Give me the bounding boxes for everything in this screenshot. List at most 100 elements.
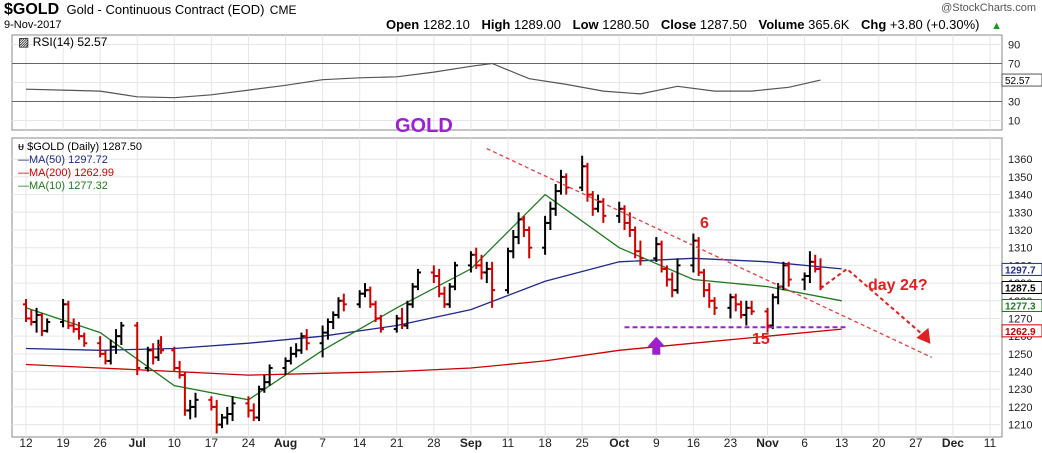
support-arrow-icon xyxy=(647,336,666,355)
ohlc-bar xyxy=(785,261,792,287)
volume-label: Volume xyxy=(758,17,805,32)
ohlc-bar xyxy=(266,364,273,386)
high-value: 1289.00 xyxy=(514,17,561,32)
rsi-legend-label: RSI(14) 52.57 xyxy=(32,35,108,49)
ohlc-bar xyxy=(600,198,607,223)
x-tick-label: Oct xyxy=(609,436,629,450)
price-y-tick-label: 1250 xyxy=(1008,349,1032,361)
ohlc-bar xyxy=(563,173,570,195)
exchange: CME xyxy=(269,3,297,17)
rsi-value-tag-text: 52.57 xyxy=(1005,76,1030,87)
x-tick-label: 27 xyxy=(909,436,923,450)
rsi-legend: ▨ RSI(14) 52.57 xyxy=(18,36,107,49)
legend-ma50-label: MA(50) 1297.72 xyxy=(29,154,108,166)
x-tick-label: 10 xyxy=(168,436,182,450)
x-tick-label: 11 xyxy=(502,436,515,450)
ohlc-bar xyxy=(192,392,199,418)
rsi-legend-icon: ▨ xyxy=(18,35,30,49)
x-tick-label: Sep xyxy=(460,436,482,450)
close-label: Close xyxy=(660,17,697,32)
price-y-tick-label: 1350 xyxy=(1008,172,1032,184)
legend-price-label: $GOLD (Daily) 1287.50 xyxy=(27,141,143,153)
legend-price: ᵾ $GOLD (Daily) 1287.50 xyxy=(18,141,142,154)
price-legend: ᵾ $GOLD (Daily) 1287.50 —MA(50) 1297.72 … xyxy=(18,141,142,193)
x-tick-label: 9 xyxy=(653,436,660,450)
rsi-y-tick-label: 90 xyxy=(1008,40,1020,52)
low-value: 1280.50 xyxy=(602,17,650,32)
ohlc-bars xyxy=(23,155,824,434)
ohlc-bar xyxy=(158,336,165,354)
price-y-tick-label: 1320 xyxy=(1008,225,1032,237)
volume-value: 365.6K xyxy=(808,17,850,32)
annotation-6: 6 xyxy=(700,215,709,232)
chg-label: Chg xyxy=(860,17,887,32)
x-tick-label: 23 xyxy=(724,436,738,450)
high-label: High xyxy=(481,17,511,32)
price-value-tag xyxy=(1001,299,1042,313)
rsi-y-tick-label: 30 xyxy=(1008,97,1020,109)
description: Gold - Continuous Contract (EOD) xyxy=(66,2,265,17)
legend-ma50: —MA(50) 1297.72 xyxy=(18,154,108,166)
legend-ma10: —MA(10) 1277.32 xyxy=(18,180,108,192)
x-tick-label: 17 xyxy=(205,436,219,450)
price-y-tick-label: 1360 xyxy=(1008,154,1032,166)
x-tick-label: 12 xyxy=(19,436,33,450)
price-y-tick-label: 1340 xyxy=(1008,190,1032,202)
x-tick-label: Dec xyxy=(942,436,964,450)
x-tick-label: 19 xyxy=(56,436,70,450)
x-tick-label: 26 xyxy=(93,436,107,450)
annotation-gold: GOLD xyxy=(395,115,453,137)
x-tick-label: 6 xyxy=(801,436,808,450)
price-value-tag xyxy=(1001,281,1042,294)
annotation-day24: day 24? xyxy=(868,277,928,294)
x-tick-label: Nov xyxy=(756,436,779,450)
ohlc-bar xyxy=(118,322,125,345)
ma-line-ma200 xyxy=(25,328,842,376)
annotation-15: 15 xyxy=(752,331,770,348)
ohlc-bar xyxy=(748,300,755,315)
ohlc-bar xyxy=(489,261,496,308)
ohlc-bar xyxy=(81,332,88,347)
rsi-y-tick-label: 70 xyxy=(1008,59,1020,71)
x-tick-label: 13 xyxy=(835,436,849,450)
chg-up-icon: ▲ xyxy=(991,20,1003,32)
price-value-tag-text: 1297.7 xyxy=(1005,265,1036,276)
ohlc-bar xyxy=(637,240,644,266)
ohlc-summary: Open 1282.10 High 1289.00 Low 1280.50 Cl… xyxy=(386,17,1002,32)
rsi-value-tag xyxy=(1001,73,1042,87)
chg-value: +3.80 (+0.30%) xyxy=(889,17,980,32)
x-tick-label: 24 xyxy=(242,436,256,450)
downtrend-line xyxy=(486,148,933,358)
x-tick-label: 14 xyxy=(353,436,367,450)
x-tick-label: 20 xyxy=(872,436,886,450)
x-tick-label: 11 xyxy=(984,436,997,450)
projection-arrowhead-icon xyxy=(916,327,931,344)
ohlc-bar xyxy=(303,329,310,351)
price-value-tag xyxy=(1001,324,1042,338)
rsi-y-tick-label: 10 xyxy=(1008,116,1020,128)
price-y-tick-label: 1210 xyxy=(1008,420,1032,432)
brand-watermark: @StockCharts.com xyxy=(941,2,1036,14)
open-label: Open xyxy=(386,17,420,32)
x-tick-label: 25 xyxy=(575,436,589,450)
ma-line-ma10 xyxy=(25,193,842,401)
x-tick-label: 18 xyxy=(538,436,552,450)
price-y-tick-label: 1310 xyxy=(1008,243,1032,255)
price-value-tag-text: 1262.9 xyxy=(1005,327,1036,338)
x-tick-label: Aug xyxy=(274,436,297,450)
ohlc-bar xyxy=(414,268,421,291)
legend-ma200: —MA(200) 1262.99 xyxy=(18,167,114,179)
ohlc-bar xyxy=(711,297,718,315)
price-y-tick-label: 1220 xyxy=(1008,402,1032,414)
ohlc-bar xyxy=(229,396,236,422)
symbol: $GOLD xyxy=(4,1,60,18)
price-value-tag-text: 1277.3 xyxy=(1005,302,1036,313)
ohlc-bar xyxy=(340,293,347,312)
ohlc-bar xyxy=(674,258,681,294)
chart-title: $GOLD Gold - Continuous Contract (EOD) C… xyxy=(4,1,296,19)
ohlc-bar xyxy=(526,226,533,259)
low-label: Low xyxy=(572,17,599,32)
legend-ma10-label: MA(10) 1277.32 xyxy=(29,180,108,192)
price-y-tick-label: 1230 xyxy=(1008,384,1032,396)
